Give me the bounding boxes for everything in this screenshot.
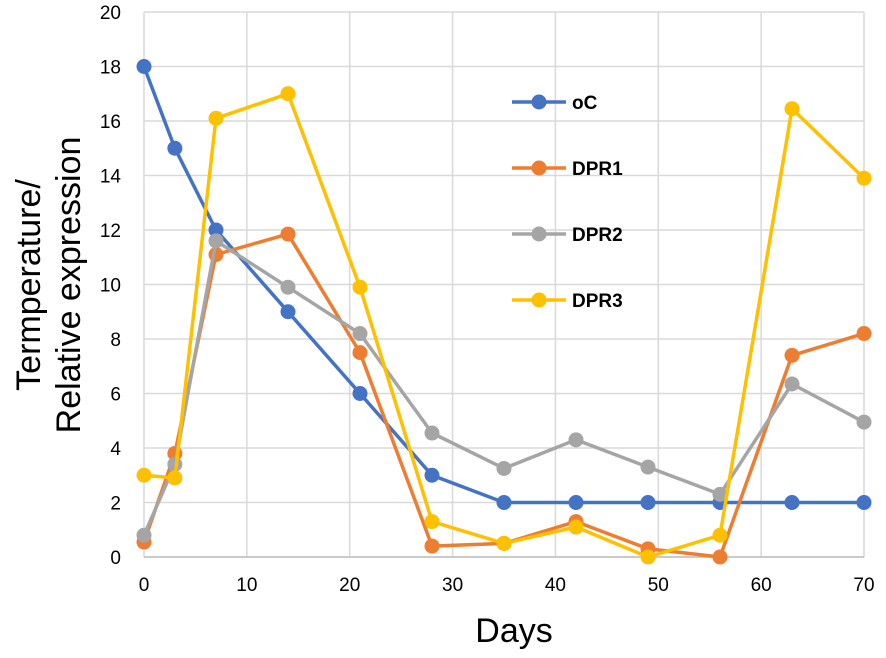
x-tick-label: 30 <box>442 575 463 596</box>
data-point-oc <box>136 59 152 74</box>
legend-swatch-marker <box>531 94 547 110</box>
series-oc <box>136 59 872 510</box>
y-axis-title-line-2: Relative expression <box>50 137 88 434</box>
legend-label: DPR2 <box>572 225 623 246</box>
legend-entry-dpr2: DPR2 <box>512 225 623 246</box>
data-point-dpr3 <box>424 514 440 530</box>
series-line-dpr2 <box>142 239 866 537</box>
legend-entry-dpr1: DPR1 <box>512 159 623 180</box>
y-tick-label: 10 <box>100 276 121 297</box>
data-point-dpr2 <box>496 460 512 476</box>
x-tick-label: 0 <box>139 575 150 596</box>
data-point-dpr2 <box>856 414 872 430</box>
data-point-oc <box>167 140 183 156</box>
data-point-oc <box>568 495 584 510</box>
x-tick-label: 10 <box>236 575 257 596</box>
data-point-dpr3 <box>208 110 224 126</box>
series-line-dpr3 <box>142 92 866 559</box>
data-point-dpr2 <box>568 432 584 448</box>
y-axis-title: Termperature/ Relative expression <box>10 137 88 434</box>
data-point-dpr3 <box>856 170 872 186</box>
y-tick-label: 18 <box>100 58 121 79</box>
x-tick-label: 50 <box>648 575 669 596</box>
data-point-oc <box>784 495 800 510</box>
x-tick-label: 70 <box>853 575 874 596</box>
data-point-dpr3 <box>352 279 368 295</box>
y-tick-label: 14 <box>100 167 122 188</box>
data-point-dpr2 <box>352 326 368 342</box>
series-line-oc <box>142 64 866 505</box>
data-point-oc <box>352 386 368 401</box>
data-point-dpr3 <box>568 519 584 535</box>
data-point-oc <box>208 222 224 238</box>
x-axis-title: Days <box>475 612 552 650</box>
y-tick-label: 6 <box>110 385 121 406</box>
series-dpr3 <box>136 86 872 565</box>
data-point-dpr3 <box>167 470 183 486</box>
data-point-dpr3 <box>712 527 728 543</box>
data-point-dpr1 <box>784 347 800 363</box>
data-point-dpr3 <box>784 101 800 117</box>
data-point-oc <box>424 467 440 483</box>
data-point-dpr1 <box>352 345 368 361</box>
x-tick-label: 40 <box>545 575 566 596</box>
data-point-oc <box>856 495 872 510</box>
x-tick-label: 20 <box>339 575 360 596</box>
data-point-dpr1 <box>424 538 440 554</box>
legend: oC DPR1 DPR2 DPR3 <box>512 93 623 312</box>
legend-label: oC <box>572 93 598 114</box>
legend-swatch-marker <box>531 160 547 176</box>
data-point-dpr2 <box>784 376 800 392</box>
data-point-dpr2 <box>424 425 440 441</box>
legend-entry-oc: oC <box>512 93 598 114</box>
data-point-dpr2 <box>136 527 152 543</box>
legend-label: DPR3 <box>572 291 623 312</box>
data-point-dpr1 <box>856 326 872 342</box>
y-tick-label: 4 <box>110 439 121 460</box>
data-point-dpr3 <box>136 467 152 483</box>
legend-swatch-marker <box>531 226 547 242</box>
tick-labels: 0 2 4 6 8 10 12 14 16 18 20 0 10 20 30 40 50 60 70 <box>100 3 875 596</box>
legend-swatch-marker <box>531 292 547 308</box>
data-point-dpr2 <box>712 486 728 502</box>
data-point-dpr2 <box>640 459 656 475</box>
data-point-dpr1 <box>712 549 728 565</box>
series-dpr2 <box>136 233 872 543</box>
y-tick-label: 12 <box>100 221 121 242</box>
data-point-dpr3 <box>280 86 296 102</box>
y-tick-label: 2 <box>110 494 121 515</box>
data-point-oc <box>496 495 512 510</box>
y-tick-label: 16 <box>100 112 121 133</box>
data-point-oc <box>640 495 656 510</box>
y-axis-title-line-1: Termperature/ <box>10 179 48 391</box>
data-point-oc <box>280 304 296 320</box>
legend-entry-dpr3: DPR3 <box>512 291 623 312</box>
data-point-dpr1 <box>280 226 296 242</box>
y-tick-label: 0 <box>110 548 121 569</box>
x-tick-label: 60 <box>751 575 772 596</box>
data-point-dpr3 <box>496 535 512 551</box>
data-point-dpr3 <box>640 549 656 565</box>
legend-label: DPR1 <box>572 159 623 180</box>
data-point-dpr2 <box>208 233 224 249</box>
series-group <box>136 59 872 565</box>
y-tick-label: 8 <box>110 330 121 351</box>
y-tick-label: 20 <box>100 3 121 24</box>
data-point-dpr2 <box>280 279 296 295</box>
